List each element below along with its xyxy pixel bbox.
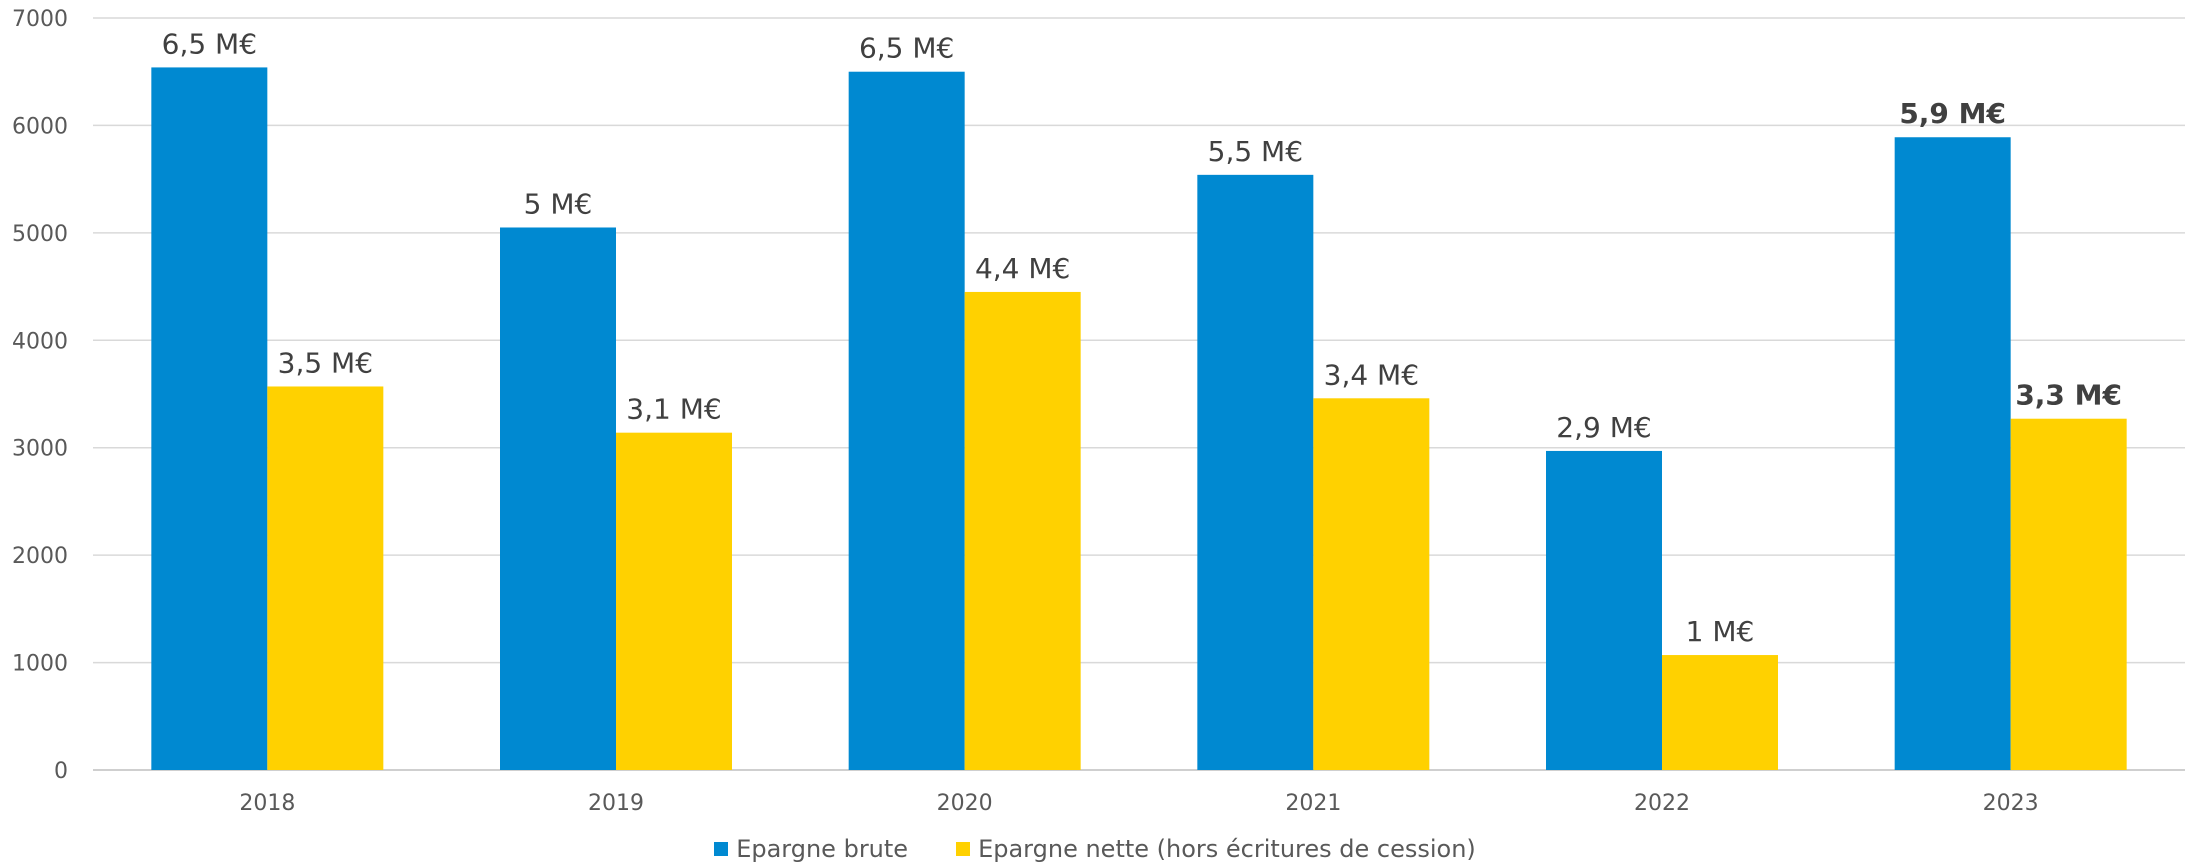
- data-label: 2,9 M€: [1556, 411, 1651, 444]
- legend-label-nette: Epargne nette (hors écritures de cession…: [978, 835, 1476, 863]
- legend-item-brute: Epargne brute: [714, 835, 908, 863]
- legend-swatch-brute: [714, 842, 729, 856]
- legend-label-brute: Epargne brute: [736, 835, 909, 863]
- bar: [151, 67, 268, 771]
- y-tick-label: 1000: [12, 652, 68, 677]
- bar: [1197, 174, 1314, 771]
- bar: [2010, 418, 2127, 770]
- bar: [848, 71, 965, 770]
- x-tick-label: 2022: [1634, 791, 1690, 816]
- y-tick-label: 5000: [12, 222, 68, 247]
- x-tick-label: 2023: [1983, 791, 2039, 816]
- bar: [1662, 655, 1778, 770]
- data-label: 3,3 M€: [2015, 379, 2122, 412]
- y-tick-label: 2000: [12, 544, 68, 569]
- y-tick-label: 6000: [12, 114, 68, 139]
- bar: [267, 386, 384, 770]
- data-label: 5,5 M€: [1208, 135, 1303, 168]
- bar: [1313, 398, 1430, 770]
- y-tick-label: 3000: [12, 437, 68, 462]
- data-label: 6,5 M€: [162, 27, 257, 60]
- legend-item-nette: Epargne nette (hors écritures de cession…: [956, 835, 1476, 863]
- data-label: 3,5 M€: [278, 346, 373, 379]
- y-tick-label: 0: [54, 759, 68, 784]
- data-label: 5 M€: [524, 187, 593, 220]
- x-tick-label: 2019: [588, 791, 644, 816]
- legend-swatch-nette: [956, 842, 971, 856]
- x-tick-label: 2018: [239, 791, 295, 816]
- data-label: 5,9 M€: [1899, 97, 2006, 130]
- bar: [500, 227, 616, 770]
- data-label: 4,4 M€: [975, 252, 1070, 285]
- data-labels: 6,5 M€ 3,5 M€ 5 M€ 3,1 M€ 6,5 M€ 4,4 M€ 5,5 M€…: [162, 27, 2122, 648]
- gridlines: [93, 17, 2185, 771]
- y-tick-label: 4000: [12, 329, 68, 354]
- legend: Epargne brute Epargne nette (hors écritu…: [0, 834, 2190, 864]
- data-label: 6,5 M€: [859, 32, 954, 65]
- bar: [964, 291, 1081, 770]
- bar: [616, 432, 732, 770]
- bars: [151, 67, 2127, 771]
- x-tick-label: 2021: [1285, 791, 1341, 816]
- data-label: 3,4 M€: [1324, 358, 1419, 391]
- y-axis: 0 1000 2000 3000 4000 5000 6000 7000: [12, 7, 68, 784]
- bar: [1894, 137, 2011, 770]
- data-label: 3,1 M€: [626, 393, 721, 426]
- x-tick-label: 2020: [937, 791, 993, 816]
- y-tick-label: 7000: [12, 7, 68, 32]
- data-label: 1 M€: [1686, 615, 1755, 648]
- x-axis: 2018 2019 2020 2021 2022 2023: [239, 791, 2038, 816]
- bar: [1546, 450, 1662, 770]
